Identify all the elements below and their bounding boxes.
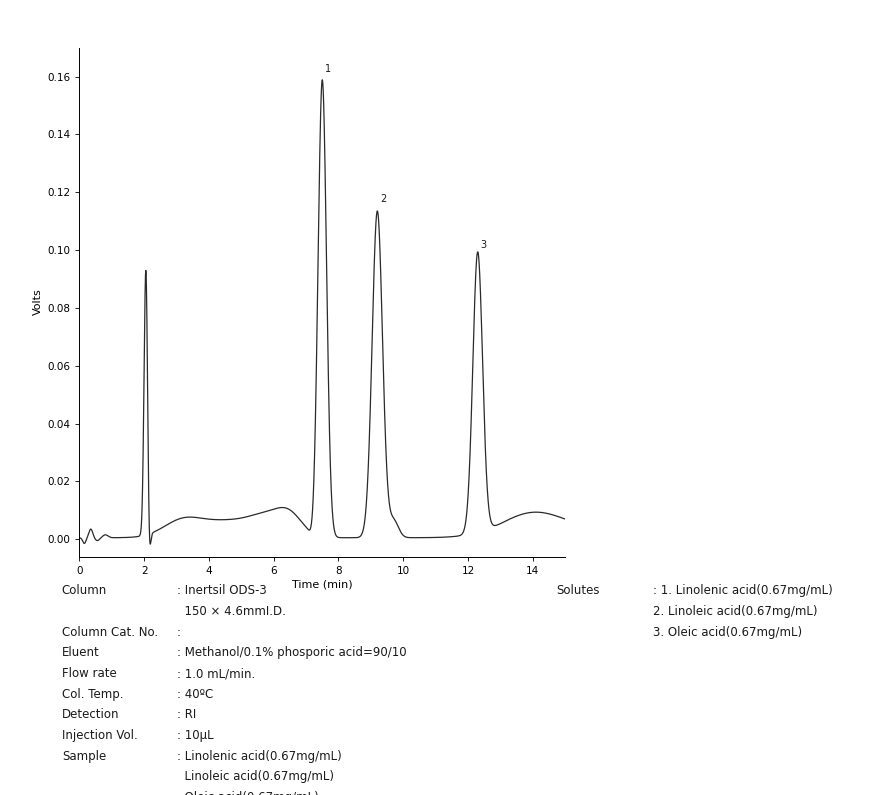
Text: Column: Column	[62, 584, 107, 597]
Text: Solutes: Solutes	[556, 584, 600, 597]
Text: : Inertsil ODS-3: : Inertsil ODS-3	[177, 584, 267, 597]
Text: 2: 2	[380, 194, 386, 204]
Text: : 40ºC: : 40ºC	[177, 688, 213, 700]
Text: Injection Vol.: Injection Vol.	[62, 729, 138, 742]
Text: 3: 3	[480, 240, 487, 250]
Text: : Methanol/0.1% phosporic acid=90/10: : Methanol/0.1% phosporic acid=90/10	[177, 646, 406, 659]
Text: Column Cat. No.: Column Cat. No.	[62, 626, 158, 638]
Text: : 10μL: : 10μL	[177, 729, 213, 742]
Text: 1: 1	[325, 64, 331, 74]
X-axis label: Time (min): Time (min)	[292, 580, 352, 590]
Text: Detection: Detection	[62, 708, 119, 721]
Text: : 1. Linolenic acid(0.67mg/mL): : 1. Linolenic acid(0.67mg/mL)	[653, 584, 834, 597]
Text: : 1.0 mL/min.: : 1.0 mL/min.	[177, 667, 255, 680]
Text: Oleic acid(0.67mg/mL): Oleic acid(0.67mg/mL)	[177, 791, 319, 795]
Text: : RI: : RI	[177, 708, 196, 721]
Text: Flow rate: Flow rate	[62, 667, 117, 680]
Text: Sample: Sample	[62, 750, 106, 762]
Text: 150 × 4.6mmI.D.: 150 × 4.6mmI.D.	[177, 605, 285, 618]
Text: : Linolenic acid(0.67mg/mL): : Linolenic acid(0.67mg/mL)	[177, 750, 342, 762]
Text: Eluent: Eluent	[62, 646, 100, 659]
Text: Linoleic acid(0.67mg/mL): Linoleic acid(0.67mg/mL)	[177, 770, 334, 783]
Text: :: :	[177, 626, 181, 638]
Text: 3. Oleic acid(0.67mg/mL): 3. Oleic acid(0.67mg/mL)	[653, 626, 803, 638]
Text: Col. Temp.: Col. Temp.	[62, 688, 124, 700]
Y-axis label: Volts: Volts	[34, 289, 43, 316]
Text: 2. Linoleic acid(0.67mg/mL): 2. Linoleic acid(0.67mg/mL)	[653, 605, 818, 618]
